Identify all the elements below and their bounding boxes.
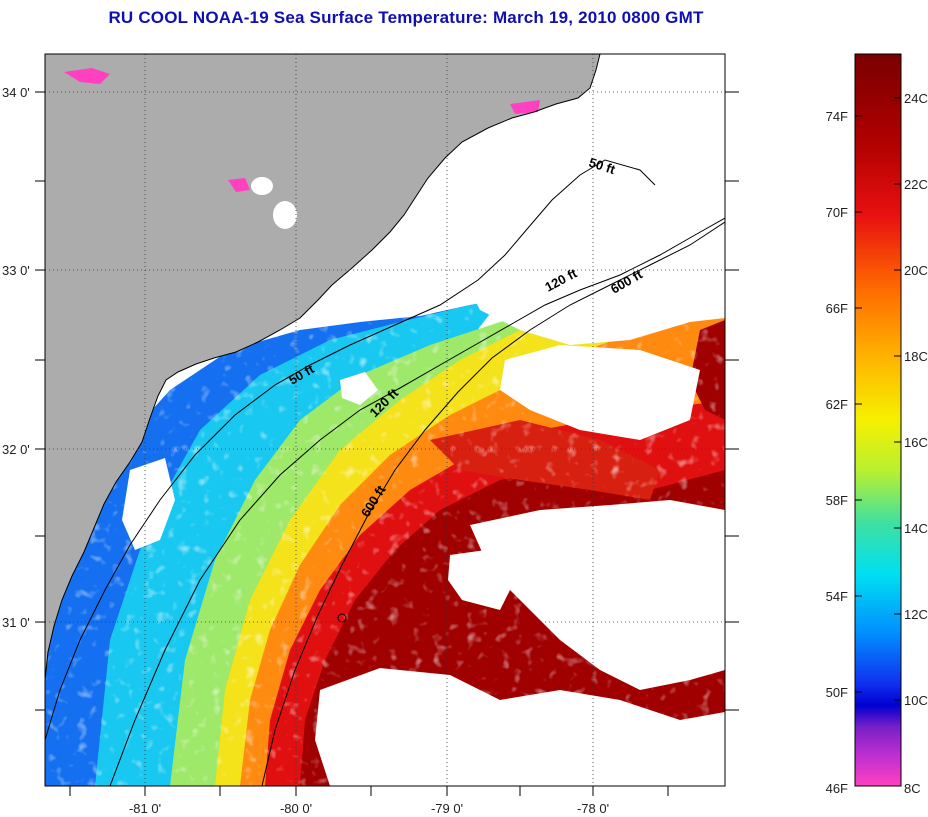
colorbar: 74F 70F 66F 62F 58F 54F 50F 46F 24C 22C … <box>826 53 928 796</box>
colorbar-gradient <box>854 53 902 787</box>
lat-label-32: 32 0' <box>2 442 30 457</box>
cb-c-10: 10C <box>904 693 928 708</box>
cloud-blob-1 <box>340 372 378 405</box>
map-area: 50 ft 50 ft 120 ft 120 ft 600 ft 600 ft <box>45 54 725 786</box>
cb-f-66: 66F <box>826 301 848 316</box>
lon-label-80: -80 0' <box>280 801 312 816</box>
cloud-coastal <box>122 458 175 550</box>
cloud-mid <box>448 548 515 610</box>
lon-label-78: -78 0' <box>577 801 609 816</box>
cloud-south-east <box>470 500 725 690</box>
cloud-mask <box>122 205 725 786</box>
map-title: RU COOL NOAA-19 Sea Surface Temperature:… <box>108 8 704 27</box>
colorbar-ticks <box>855 97 901 701</box>
lake-pixels-2 <box>228 178 250 192</box>
axis-ticks <box>35 91 739 796</box>
lake-pixels-1 <box>64 68 110 84</box>
cloud-south <box>315 668 725 786</box>
lat-label-33: 33 0' <box>2 263 30 278</box>
inland-cold-pixels <box>64 68 540 192</box>
cb-c-20: 20C <box>904 263 928 278</box>
map-frame <box>44 53 726 787</box>
graticule <box>45 54 725 786</box>
cb-c-8: 8C <box>904 781 921 796</box>
contour-120ft <box>109 217 725 786</box>
cloud-mid-east <box>500 345 700 440</box>
inland-water-bodies <box>251 177 297 229</box>
cb-c-18: 18C <box>904 349 928 364</box>
cb-f-62: 62F <box>826 397 848 412</box>
depth-contours <box>45 159 725 786</box>
cb-c-22: 22C <box>904 177 928 192</box>
contour-600ft <box>261 221 725 786</box>
coastline <box>45 54 601 681</box>
cloud-northeast <box>470 205 725 345</box>
cb-f-58: 58F <box>826 493 848 508</box>
cb-c-24: 24C <box>904 91 928 106</box>
cb-c-12: 12C <box>904 607 928 622</box>
cb-f-46: 46F <box>826 781 848 796</box>
cb-f-54: 54F <box>826 589 848 604</box>
land-mass <box>45 54 600 680</box>
lake-marion <box>273 201 297 229</box>
cb-f-70: 70F <box>826 205 848 220</box>
cb-c-16: 16C <box>904 435 928 450</box>
contour-50ft <box>45 159 656 741</box>
cb-c-14: 14C <box>904 521 928 536</box>
coast-pixels-1 <box>510 100 540 114</box>
cb-f-74: 74F <box>826 109 848 124</box>
lon-label-81: -81 0' <box>129 801 161 816</box>
lon-label-79: -79 0' <box>431 801 463 816</box>
lat-label-31: 31 0' <box>2 615 30 630</box>
lat-label-34: 34 0' <box>2 85 30 100</box>
cb-f-50: 50F <box>826 685 848 700</box>
lake-moultrie <box>251 177 273 195</box>
